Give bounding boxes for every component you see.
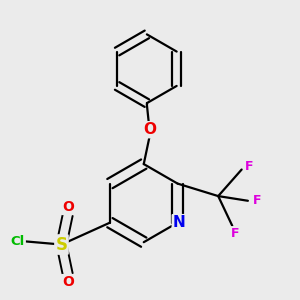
Text: F: F bbox=[252, 194, 261, 207]
Text: N: N bbox=[173, 215, 185, 230]
Text: F: F bbox=[231, 227, 240, 240]
Text: O: O bbox=[143, 122, 157, 137]
Text: S: S bbox=[56, 236, 68, 253]
Text: O: O bbox=[62, 200, 74, 214]
Text: Cl: Cl bbox=[11, 235, 25, 248]
Text: F: F bbox=[245, 160, 254, 173]
Text: O: O bbox=[62, 275, 74, 289]
